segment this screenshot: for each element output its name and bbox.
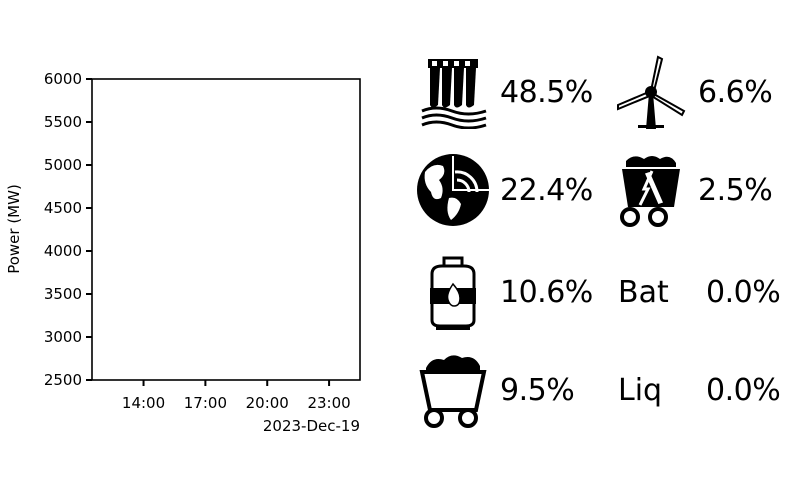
mix-item-gas: 10.6%	[414, 252, 593, 332]
mix-percent-liquid: 0.0%	[706, 372, 781, 408]
x-axis-label: 2023-Dec-19	[263, 417, 360, 435]
y-tick-label: 6000	[44, 70, 82, 88]
mix-item-geothermal: 22.4%	[414, 150, 593, 230]
y-tick-label: 5000	[44, 156, 82, 174]
mix-item-liquid: Liq 0.0%	[618, 350, 781, 430]
mix-code-liquid: Liq	[618, 372, 663, 408]
mix-percent-geothermal: 22.4%	[500, 172, 593, 208]
mix-item-battery: Bat 0.0%	[618, 252, 781, 332]
mix-item-biomass: 2.5%	[612, 150, 773, 230]
mix-item-hydro: 48.5%	[414, 52, 593, 132]
y-tick-label: 2500	[44, 371, 82, 389]
y-tick-label: 5500	[44, 113, 82, 131]
biomass-cart-icon	[612, 151, 690, 229]
x-tick-label: 14:00	[122, 394, 165, 412]
mix-percent-coal: 9.5%	[500, 372, 575, 408]
wind-turbine-icon	[612, 53, 690, 131]
mix-percent-gas: 10.6%	[500, 274, 593, 310]
y-tick-label: 3000	[44, 328, 82, 346]
mix-item-coal: 9.5%	[414, 350, 575, 430]
x-tick-label: 23:00	[307, 394, 350, 412]
x-tick-label: 20:00	[246, 394, 289, 412]
coal-cart-icon	[414, 351, 492, 429]
gas-cylinder-icon	[414, 253, 492, 331]
mix-code-battery: Bat	[618, 274, 669, 310]
mix-percent-battery: 0.0%	[706, 274, 781, 310]
mix-percent-biomass: 2.5%	[698, 172, 773, 208]
power-chart: 2500 3000 3500 4000 4500 5000 5500 6000 14:00 17…	[5, 70, 361, 435]
y-tick-label: 4000	[44, 242, 82, 260]
geothermal-earth-icon	[414, 151, 492, 229]
hydro-dam-icon	[414, 53, 492, 131]
mix-item-wind: 6.6%	[612, 52, 773, 132]
y-axis-label: Power (MW)	[5, 184, 23, 274]
mix-percent-hydro: 48.5%	[500, 74, 593, 110]
y-tick-label: 4500	[44, 199, 82, 217]
y-tick-label: 3500	[44, 285, 82, 303]
mix-percent-wind: 6.6%	[698, 74, 773, 110]
x-tick-label: 17:00	[184, 394, 227, 412]
plot-frame	[91, 78, 361, 381]
